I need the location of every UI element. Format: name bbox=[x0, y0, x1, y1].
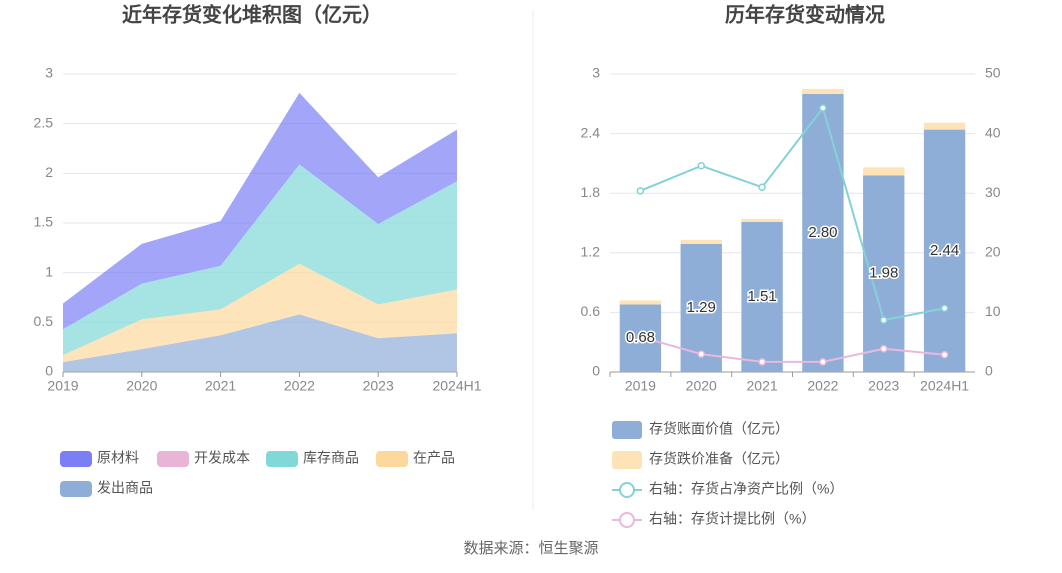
line-point bbox=[880, 345, 888, 353]
x-tick-label: 2024H1 bbox=[432, 378, 481, 394]
y-tick-label: 1.2 bbox=[581, 244, 601, 260]
bar bbox=[802, 88, 844, 94]
x-tick-label: 2022 bbox=[807, 378, 838, 394]
x-tick-label: 2021 bbox=[205, 378, 236, 394]
y-tick-label: 2.5 bbox=[34, 114, 54, 130]
x-tick-label: 2024H1 bbox=[920, 378, 969, 394]
legend-swatch bbox=[266, 451, 298, 467]
line-point bbox=[940, 304, 949, 312]
value-label: 1.51 bbox=[747, 288, 776, 305]
legend-label: 存货跌价准备（亿元） bbox=[649, 451, 789, 467]
line-point bbox=[758, 358, 766, 366]
x-tick-label: 2019 bbox=[625, 378, 656, 394]
legend-swatch bbox=[612, 421, 642, 439]
x-tick-label: 2020 bbox=[686, 378, 717, 394]
x-tick-label: 2019 bbox=[47, 378, 78, 394]
legend-label: 右轴：存货计提比例（%） bbox=[649, 511, 815, 527]
line-point bbox=[758, 183, 766, 191]
legend-label: 原材料 bbox=[97, 450, 139, 466]
chart-title: 历年存货变动情况 bbox=[725, 2, 885, 26]
y2-tick-label: 40 bbox=[985, 124, 1001, 140]
bar bbox=[741, 222, 783, 372]
legend-swatch bbox=[376, 451, 408, 467]
area bbox=[63, 314, 457, 372]
value-label: 2.80 bbox=[808, 224, 837, 241]
line bbox=[640, 105, 945, 322]
line-point bbox=[697, 350, 705, 358]
y-tick-label: 0.5 bbox=[34, 313, 54, 329]
legend-label: 在产品 bbox=[413, 450, 455, 466]
bar bbox=[741, 219, 783, 223]
y-tick-label: 1.5 bbox=[34, 214, 54, 230]
legend-swatch bbox=[612, 451, 642, 469]
legend-swatch bbox=[619, 512, 635, 528]
y2-tick-label: 50 bbox=[985, 65, 1001, 81]
line-point bbox=[636, 333, 645, 341]
y-tick-label: 3 bbox=[45, 65, 53, 81]
x-tick-label: 2023 bbox=[363, 378, 394, 394]
y-tick-label: 1.8 bbox=[581, 184, 601, 200]
area bbox=[63, 92, 457, 330]
y-tick-label: 0 bbox=[592, 363, 600, 379]
legend-swatch bbox=[619, 482, 635, 498]
line-point bbox=[880, 316, 888, 324]
x-tick-label: 2020 bbox=[126, 378, 157, 394]
y-tick-label: 0 bbox=[45, 363, 53, 379]
line-point bbox=[819, 104, 827, 112]
legend-label: 发出商品 bbox=[97, 480, 153, 496]
value-label: 1.98 bbox=[869, 265, 898, 282]
bar bbox=[680, 239, 722, 244]
legend-label: 开发成本 bbox=[194, 450, 250, 466]
area bbox=[63, 263, 457, 363]
value-label: 1.29 bbox=[687, 299, 716, 316]
bar bbox=[619, 300, 662, 305]
line bbox=[640, 335, 945, 363]
x-tick-label: 2023 bbox=[868, 378, 899, 394]
y2-tick-label: 20 bbox=[985, 244, 1001, 260]
line-point bbox=[819, 358, 827, 366]
legend-label: 库存商品 bbox=[303, 450, 359, 466]
value-label: 0.68 bbox=[626, 329, 655, 346]
legend-label: 右轴：存货占净资产比例（%） bbox=[649, 481, 843, 497]
x-tick-label: 2022 bbox=[284, 378, 315, 394]
legend-swatch bbox=[157, 451, 189, 467]
value-label: 2.44 bbox=[930, 242, 959, 259]
y-tick-label: 1 bbox=[45, 263, 53, 279]
legend-swatch bbox=[60, 481, 92, 497]
y-tick-label: 3 bbox=[592, 65, 600, 81]
bar bbox=[802, 93, 844, 372]
line-point bbox=[697, 162, 705, 170]
x-tick-label: 2021 bbox=[747, 378, 778, 394]
y-tick-label: 2 bbox=[45, 164, 53, 180]
line-point bbox=[636, 187, 645, 195]
y-tick-label: 0.6 bbox=[581, 303, 601, 319]
y2-tick-label: 0 bbox=[985, 363, 993, 379]
y2-tick-label: 30 bbox=[985, 184, 1001, 200]
area bbox=[63, 164, 457, 356]
y2-tick-label: 10 bbox=[985, 303, 1001, 319]
bar bbox=[863, 167, 905, 176]
legend-label: 存货账面价值（亿元） bbox=[649, 421, 789, 437]
source: 数据来源：恒生聚源 bbox=[463, 540, 598, 557]
legend-swatch bbox=[60, 451, 92, 467]
bar bbox=[923, 129, 966, 372]
chart-title: 近年存货变化堆积图（亿元） bbox=[122, 2, 382, 26]
bar bbox=[923, 122, 966, 130]
line-point bbox=[940, 350, 949, 359]
y-tick-label: 2.4 bbox=[581, 124, 601, 140]
